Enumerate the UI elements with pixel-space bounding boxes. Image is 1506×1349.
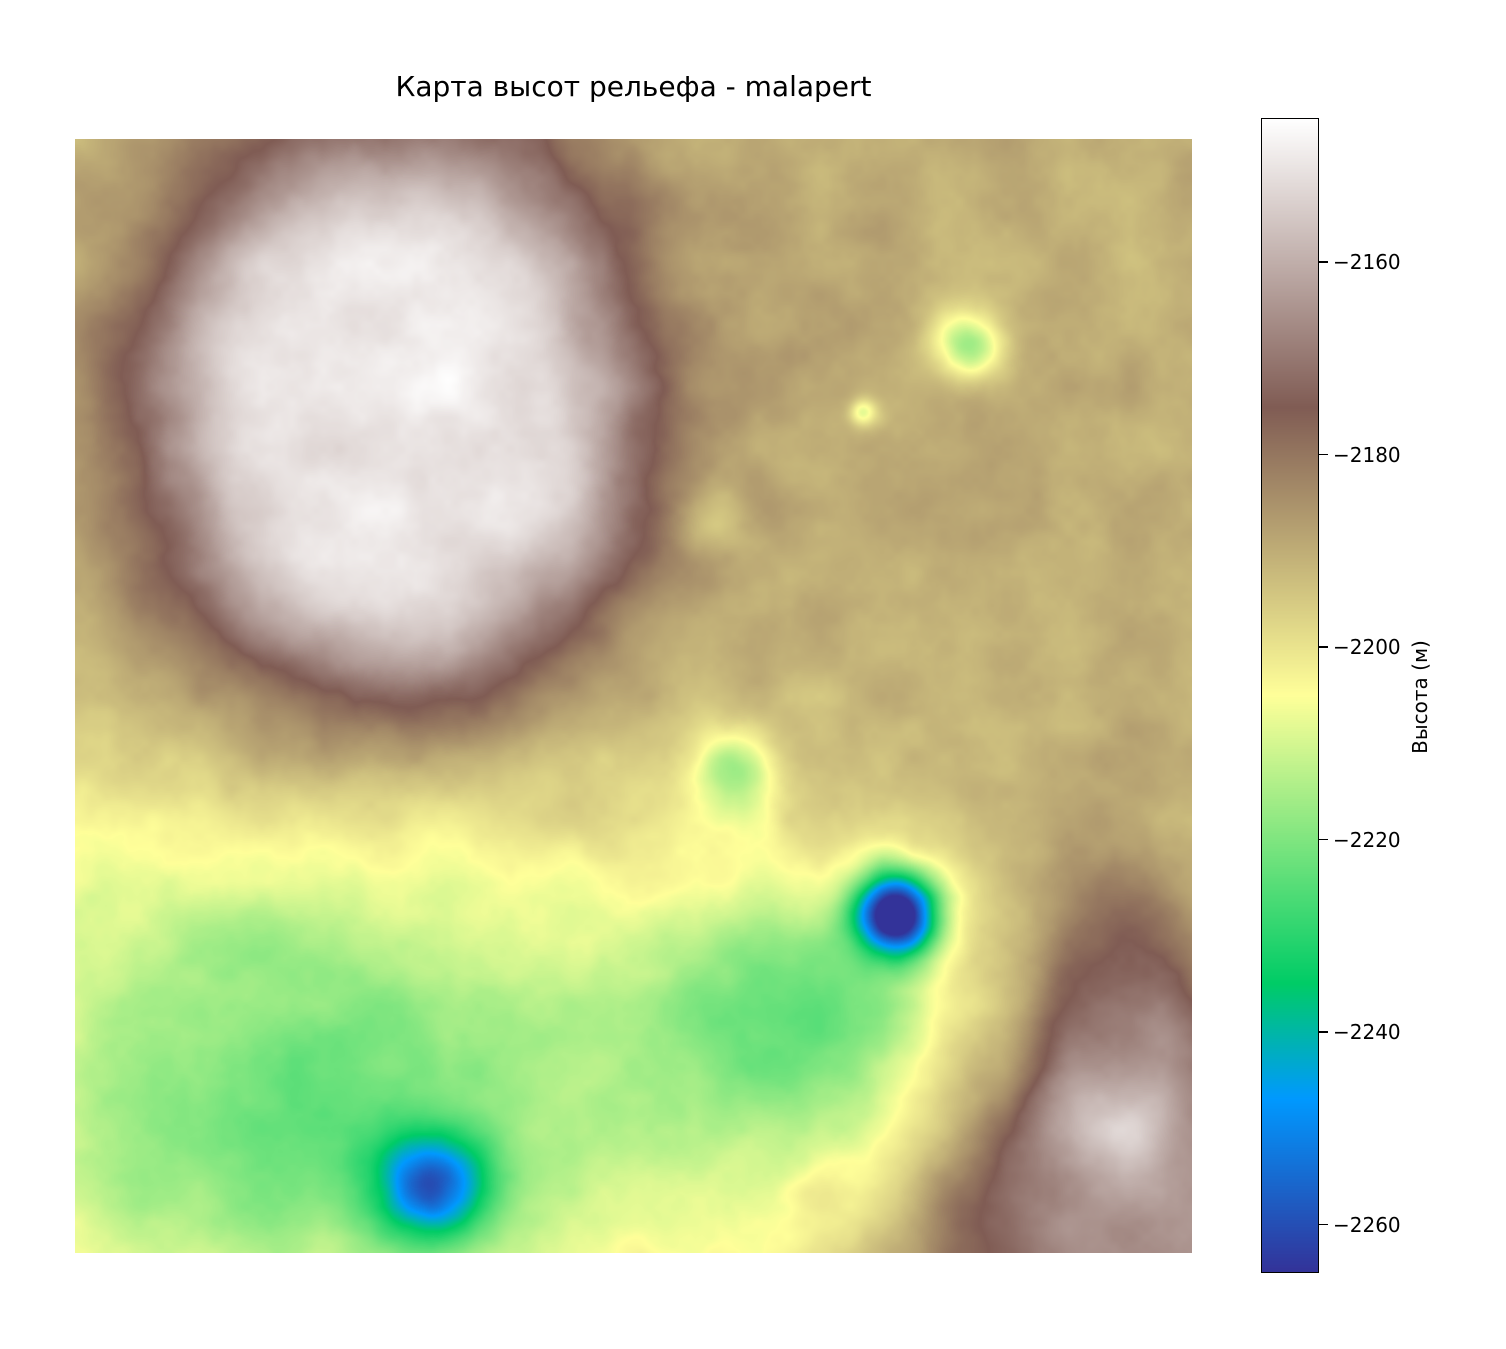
colorbar-tick-mark xyxy=(1319,1223,1328,1226)
colorbar-tick-mark xyxy=(1319,453,1328,456)
colorbar-tick-label: −2220 xyxy=(1333,827,1401,852)
colorbar-tick-mark xyxy=(1319,261,1328,263)
colorbar-label: Высота (м) xyxy=(1408,640,1432,754)
colorbar-tick-label: −2180 xyxy=(1333,442,1401,467)
elevation-heatmap xyxy=(75,139,1192,1253)
colorbar-tick-label: −2240 xyxy=(1333,1020,1401,1045)
colorbar-tick-mark xyxy=(1319,1031,1328,1033)
colorbar-tick-label: −2200 xyxy=(1333,635,1401,660)
colorbar-tick-label: −2160 xyxy=(1333,250,1401,275)
colorbar-tick-mark xyxy=(1319,646,1328,648)
colorbar-tick-mark xyxy=(1319,838,1328,841)
colorbar xyxy=(1261,118,1319,1273)
colorbar-tick-label: −2260 xyxy=(1333,1212,1401,1237)
chart-title: Карта высот рельефа - malapert xyxy=(395,70,872,103)
